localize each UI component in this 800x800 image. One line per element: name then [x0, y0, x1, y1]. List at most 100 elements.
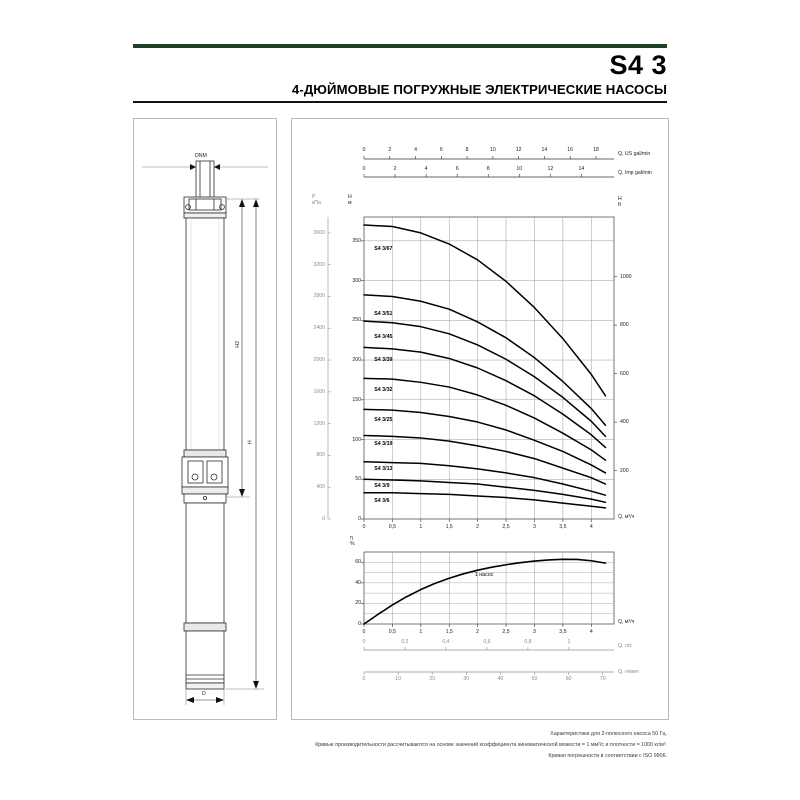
top-axis-us-tick: 0: [362, 147, 366, 153]
eff-lmin-tick: 70: [599, 676, 606, 682]
head-curve: [363, 461, 607, 496]
top-axis-imp-tick: 0: [362, 166, 366, 172]
head-x-tick: 1,5: [445, 524, 453, 530]
top-axis-us-tick: 16: [567, 147, 574, 153]
head-y-tick: 250: [352, 317, 361, 324]
head-curve-label: S4 3/39: [374, 357, 393, 364]
feet-axis-tick: 800: [620, 322, 629, 329]
eff-x-tick: 2: [476, 629, 480, 635]
pressure-axis-tick: 800: [316, 452, 325, 459]
eff-ls-tick: 0,6: [483, 639, 491, 645]
head-curve-label: S4 3/6: [374, 497, 390, 504]
footer-line-3: Кривая погрешности в соответствии с ISO …: [548, 753, 667, 759]
head-curves-plot: [327, 156, 617, 522]
head-curve: [363, 320, 607, 438]
head-x-tick: 0: [362, 524, 366, 530]
feet-axis-tick: 200: [620, 467, 629, 474]
page-subtitle: 4-ДЮЙМОВЫЕ ПОГРУЖНЫЕ ЭЛЕКТРИЧЕСКИЕ НАСОС…: [291, 82, 667, 97]
pressure-axis-tick: 1200: [313, 420, 325, 427]
pressure-axis-tick: 400: [316, 484, 325, 491]
page-title: S4 3: [609, 50, 667, 80]
eff-y-tick: 20: [355, 600, 361, 607]
pressure-axis-tick: 2800: [313, 293, 325, 300]
head-y-tick: 300: [352, 277, 361, 284]
pump-section-drawing: [142, 160, 268, 705]
eff-x-tick: 1: [419, 629, 423, 635]
eff-ls-axis-label: Q, л/с: [618, 643, 632, 649]
top-axis-us-tick: 4: [414, 147, 417, 153]
head-curve: [363, 492, 607, 509]
feet-axis-tick: 400: [620, 419, 629, 426]
eff-y-axis-label: η %: [350, 535, 355, 547]
head-x-tick: 3,5: [559, 524, 567, 530]
eff-y-tick: 0: [358, 621, 361, 627]
top-axis-imp-tick: 4: [424, 166, 428, 172]
head-y-tick: 100: [352, 436, 361, 443]
eff-lmin-tick: 60: [565, 676, 572, 682]
eff-x-tick: 0,5: [388, 629, 397, 635]
eff-lmin-tick: 10: [395, 676, 401, 682]
eff-lmin-tick: 30: [463, 676, 470, 682]
efficiency-curve: [363, 558, 607, 625]
eff-x-tick: 1,5: [445, 629, 453, 635]
pressure-axis-label: P кПа: [312, 194, 321, 206]
head-curve: [363, 224, 607, 397]
eff-x-tick: 3,5: [559, 629, 567, 635]
pressure-axis-tick: 2400: [313, 325, 325, 332]
top-axis-us-tick: 18: [593, 147, 599, 153]
dimension-label-h: H: [247, 440, 254, 445]
head-curve-label: S4 3/19: [374, 440, 393, 447]
top-axis-us-tick: 12: [515, 147, 522, 153]
head-curve: [363, 478, 607, 504]
pump-drawing-panel: DNM H2 H D: [133, 118, 277, 720]
top-axis-imp-tick: 10: [516, 166, 523, 172]
head-curve: [363, 377, 607, 461]
dimension-label-d: D: [202, 691, 206, 697]
head-curve: [363, 408, 607, 474]
top-axis-imp-label: Q, Imp gal/min: [618, 170, 652, 176]
feet-axis-label: H ft: [618, 196, 622, 208]
top-axis-us-tick: 6: [439, 147, 443, 153]
top-axis-imp-tick: 6: [455, 166, 459, 172]
head-y-tick: 150: [352, 396, 361, 403]
head-y-tick: 50: [355, 476, 361, 483]
feet-axis-tick: 600: [620, 370, 629, 377]
eff-y-tick: 60: [355, 559, 361, 566]
eff-lmin-tick: 20: [429, 676, 436, 682]
footer-line-2: Кривые производительности рассчитываются…: [315, 742, 667, 748]
top-axis-imp-tick: 8: [486, 166, 490, 172]
head-x-tick: 2: [476, 524, 480, 530]
head-curve-label: S4 3/45: [374, 334, 393, 340]
eff-ls-tick: 0,8: [524, 639, 532, 645]
eff-lmin-tick: 40: [497, 676, 504, 682]
eff-lmin-tick: 0: [362, 676, 366, 682]
top-axis-imp-tick: 14: [578, 166, 585, 172]
head-curve-label: S4 3/32: [374, 387, 393, 394]
head-x-tick: 4: [589, 524, 593, 530]
head-x-tick: 3: [533, 524, 536, 530]
footer-line-1: Характеристики для 2-полюсного насоса 50…: [550, 731, 667, 737]
pressure-axis-tick: 0: [322, 516, 325, 522]
eff-ls-tick: 1: [567, 639, 571, 645]
eff-ls-tick: 0,4: [442, 639, 450, 645]
eff-x-tick: 4: [589, 629, 593, 635]
eff-x-tick: 2,5: [502, 629, 510, 635]
head-y-tick: 350: [352, 237, 361, 244]
eff-ls-tick: 0: [362, 639, 366, 645]
top-axis-imp-tick: 12: [547, 166, 554, 172]
head-x-axis-label: Q, м³/ч: [618, 514, 635, 520]
efficiency-annotation: 1 насос: [474, 571, 494, 578]
header-accent-bar: [133, 44, 667, 48]
top-axis-us-tick: 8: [465, 147, 469, 153]
head-curves-chart: 0 2 4 6 8 10 12 14 16 18 0 2 4 6 8 10 12 14 Q, US gal/min Q…: [292, 119, 668, 549]
eff-y-tick: 40: [355, 579, 361, 586]
head-y-tick: 0: [358, 516, 361, 522]
head-curve-label: S4 3/13: [374, 465, 393, 472]
top-axis-us-tick: 10: [489, 147, 496, 153]
eff-x-tick: 0: [362, 629, 366, 635]
eff-lmin-tick: 50: [531, 676, 538, 682]
head-curve-label: S4 3/9: [374, 483, 390, 490]
performance-charts-panel: 0 2 4 6 8 10 12 14 16 18 0 2 4 6 8 10 12 14 Q, US gal/min Q…: [291, 118, 669, 720]
header-divider: [133, 101, 667, 103]
